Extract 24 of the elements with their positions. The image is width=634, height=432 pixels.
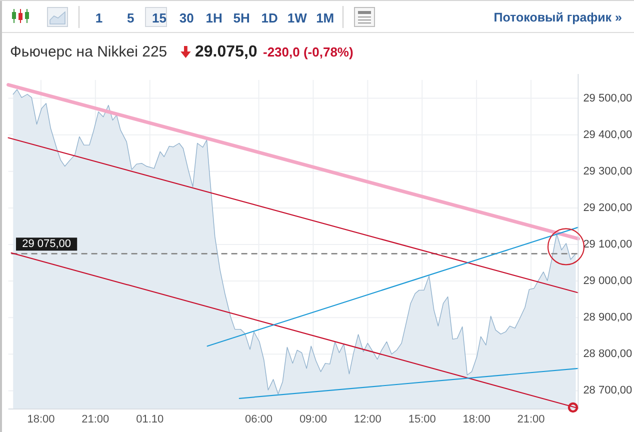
- y-tick-label: 29 400,00: [583, 128, 632, 141]
- x-tick-label: 01.10: [136, 414, 164, 426]
- text: Потоковый график »: [494, 10, 622, 24]
- text: 29.075,0: [195, 44, 258, 60]
- x-tick-label: 12:00: [354, 414, 382, 426]
- y-tick-label: 28 800,00: [583, 348, 632, 360]
- y-tick-label: 29 100,00: [583, 238, 632, 250]
- x-tick-label: 18:00: [27, 414, 55, 426]
- x-tick-label: 09:00: [299, 414, 327, 426]
- x-tick-label: 21:00: [517, 414, 545, 426]
- y-tick-label: 29 000,00: [583, 275, 632, 288]
- text: -230,0 (-0,78%): [263, 44, 354, 60]
- x-tick-label: 15:00: [408, 414, 436, 426]
- x-tick-label: 06:00: [245, 414, 273, 426]
- y-tick-label: 29 500,00: [583, 92, 632, 104]
- x-tick-label: 18:00: [462, 414, 490, 426]
- ref-line-label: 29 075,00: [22, 238, 72, 250]
- text: 1 5 15 30 1H 5H 1D 1W 1M: [95, 10, 334, 25]
- y-tick-label: 29 200,00: [583, 202, 632, 214]
- chart-title: Фьючерс на Nikkei 225: [10, 44, 168, 60]
- y-tick-label: 29 300,00: [583, 165, 632, 178]
- y-tick-label: 28 900,00: [583, 312, 632, 324]
- y-tick-label: 28 700,00: [583, 384, 632, 397]
- x-tick-label: 21:00: [82, 414, 110, 426]
